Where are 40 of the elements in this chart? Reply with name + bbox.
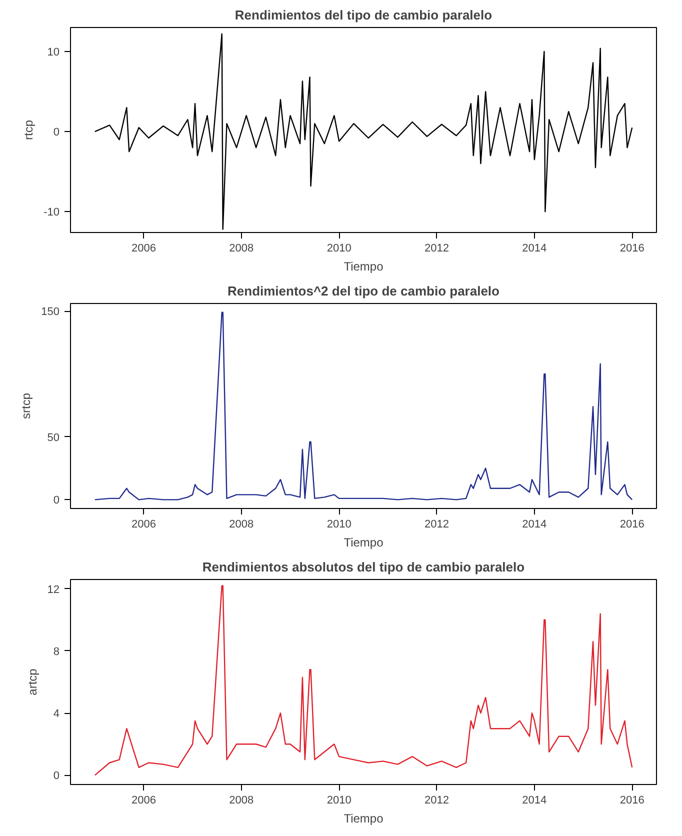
chart-title: Rendimientos absolutos del tipo de cambio paralelo	[202, 560, 525, 574]
x-tick-label: 2010	[326, 794, 352, 806]
x-tick-label: 2006	[132, 518, 156, 530]
line-series	[94, 33, 633, 230]
x-tick-label: 2016	[620, 518, 644, 530]
y-axis-title: srtcp	[19, 392, 34, 419]
x-axis-title: Tiempo	[344, 812, 384, 826]
y-axis-title: rtcp	[22, 120, 36, 140]
x-tick-label: 2016	[620, 242, 644, 254]
x-tick-label: 2012	[424, 794, 449, 806]
x-axis-title: Tiempo	[344, 536, 384, 550]
line-series	[94, 585, 633, 776]
y-tick-label: 50	[47, 432, 60, 444]
y-tick-label: 8	[53, 646, 60, 658]
y-tick-label: 4	[53, 708, 60, 720]
x-tick-label: 2008	[229, 794, 254, 806]
chart-title: Rendimientos^2 del tipo de cambio paralelo	[228, 284, 500, 298]
x-axis-title: Tiempo	[344, 260, 384, 274]
y-tick-label: 150	[41, 306, 60, 318]
y-tick-label: 0	[53, 126, 60, 139]
y-tick-label: 0	[53, 494, 60, 507]
x-tick-label: 2012	[424, 518, 449, 530]
line-series	[94, 312, 633, 500]
chart-title: Rendimientos del tipo de cambio paralelo	[234, 8, 492, 22]
x-tick-label: 2014	[522, 794, 547, 806]
y-axis-title: artcp	[25, 668, 40, 696]
y-tick-label: 10	[47, 46, 60, 59]
x-tick-label: 2008	[229, 242, 254, 254]
x-tick-label: 2016	[620, 794, 644, 806]
x-tick-label: 2014	[522, 242, 547, 254]
x-tick-label: 2006	[132, 794, 156, 806]
x-tick-label: 2014	[522, 518, 547, 530]
x-tick-label: 2012	[424, 242, 449, 254]
x-tick-label: 2010	[326, 518, 352, 530]
x-tick-label: 2006	[132, 242, 156, 254]
y-tick-label: -10	[44, 206, 60, 219]
y-tick-label: 0	[53, 770, 60, 782]
x-tick-label: 2010	[326, 242, 352, 254]
x-tick-label: 2008	[229, 518, 254, 530]
y-tick-label: 12	[47, 584, 60, 596]
